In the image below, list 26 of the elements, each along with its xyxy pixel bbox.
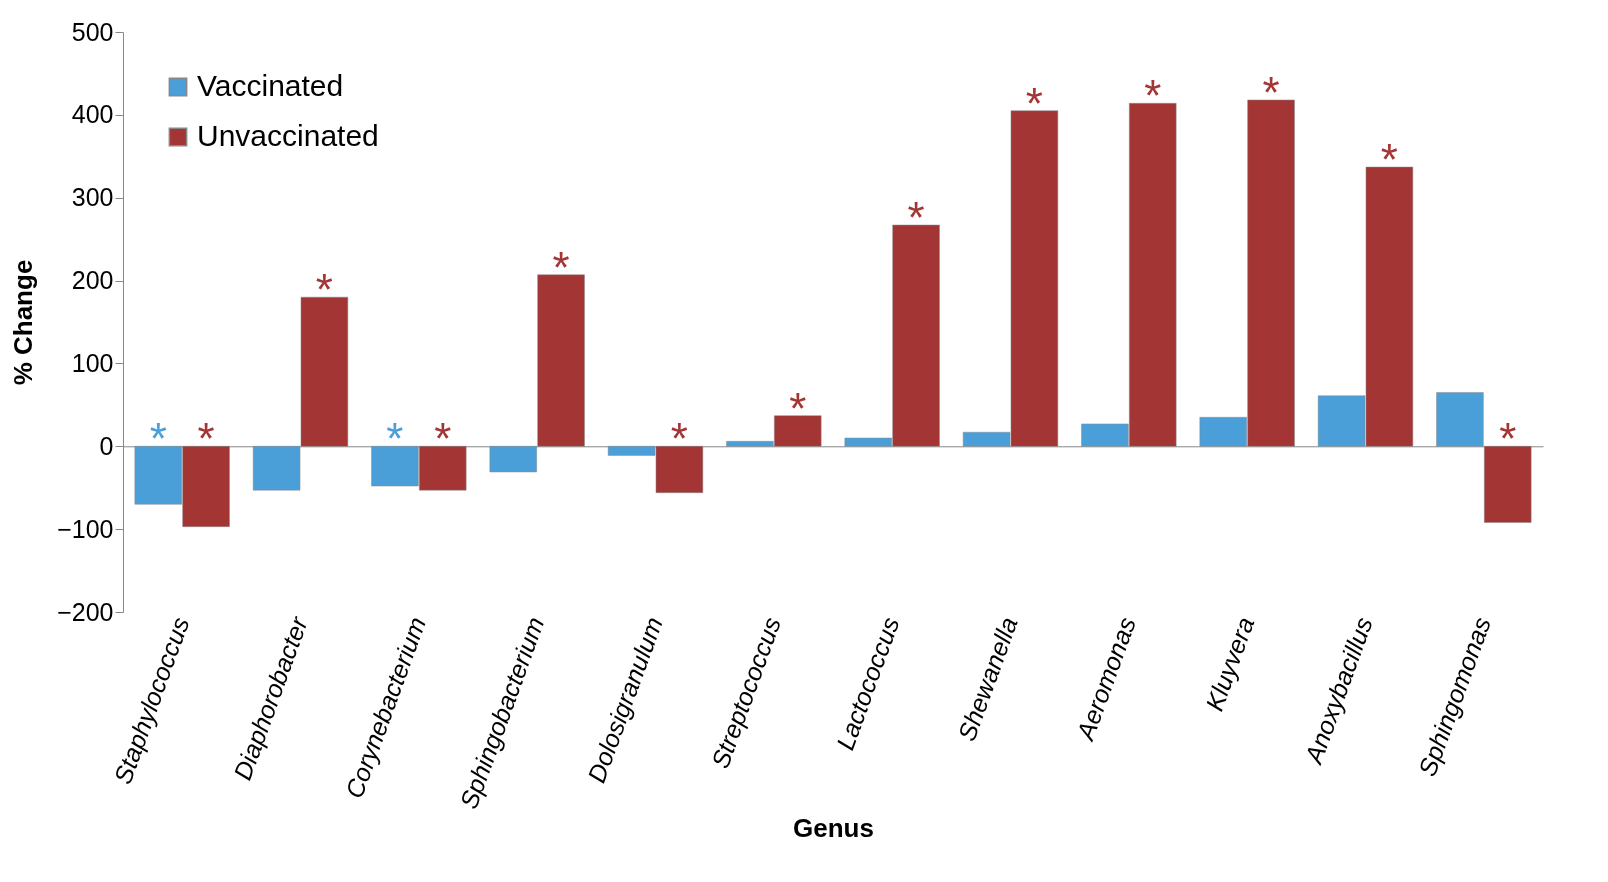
legend-label: Unvaccinated	[197, 119, 379, 152]
data-label: *	[1499, 414, 1517, 464]
data-label: *	[197, 414, 215, 464]
data-label: *	[1380, 135, 1398, 185]
x-axis-title: Genus	[793, 813, 874, 844]
data-label: *	[907, 193, 925, 243]
data-label: *	[1144, 71, 1162, 121]
y-tick-label: 500	[71, 17, 114, 46]
legend-label: Vaccinated	[197, 69, 344, 102]
data-label: *	[552, 242, 570, 292]
y-tick-label: 100	[71, 348, 114, 377]
data-label: *	[1262, 67, 1280, 117]
data-label: *	[315, 265, 333, 315]
data-label: *	[789, 383, 807, 433]
y-axis-title: % Change	[8, 259, 39, 386]
data-label: *	[434, 414, 452, 464]
data-label: *	[149, 414, 167, 464]
data-label: *	[386, 414, 404, 464]
y-tick-label: 300	[71, 183, 114, 212]
y-tick-label: 0	[99, 431, 114, 460]
y-tick-label: 200	[71, 266, 114, 295]
y-tick-label: 400	[71, 100, 114, 129]
data-label: *	[670, 414, 688, 464]
data-label: *	[1025, 78, 1043, 128]
y-tick-label: −100	[57, 514, 114, 543]
y-tick-label: −200	[57, 597, 114, 626]
